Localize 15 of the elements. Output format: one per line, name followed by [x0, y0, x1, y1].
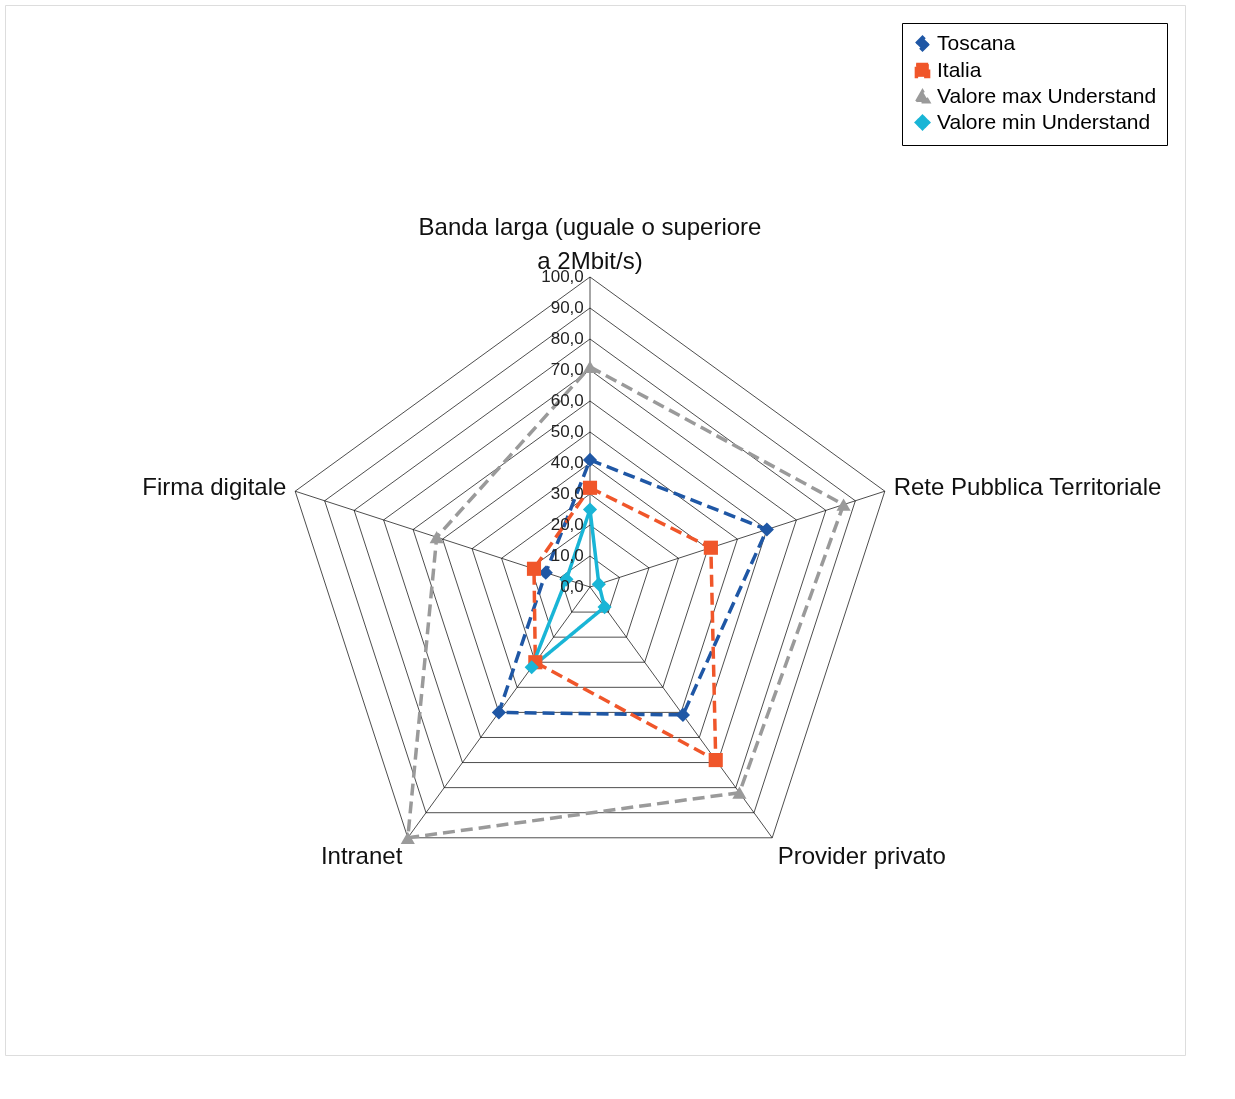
- spoke-label: Rete Pubblica Territoriale: [893, 473, 1162, 501]
- y-tick-label: 40,0: [550, 453, 584, 472]
- legend-label: Toscana: [937, 30, 1016, 54]
- legend-label: Valore max Understand: [937, 83, 1157, 107]
- y-tick-label: 90,0: [550, 298, 584, 317]
- spoke-label: Provider privato: [777, 842, 946, 870]
- spoke-label: Intranet: [320, 842, 403, 870]
- y-tick-label: 30,0: [550, 484, 584, 503]
- y-tick-label: 60,0: [550, 391, 584, 410]
- y-tick-label: 70,0: [550, 360, 584, 379]
- legend-label: Valore min Understand: [937, 109, 1151, 133]
- spoke-label: Firma digitale: [142, 473, 287, 501]
- y-tick-label: 80,0: [550, 329, 584, 348]
- legend-label: Italia: [937, 57, 982, 81]
- y-tick-label: 50,0: [550, 422, 584, 441]
